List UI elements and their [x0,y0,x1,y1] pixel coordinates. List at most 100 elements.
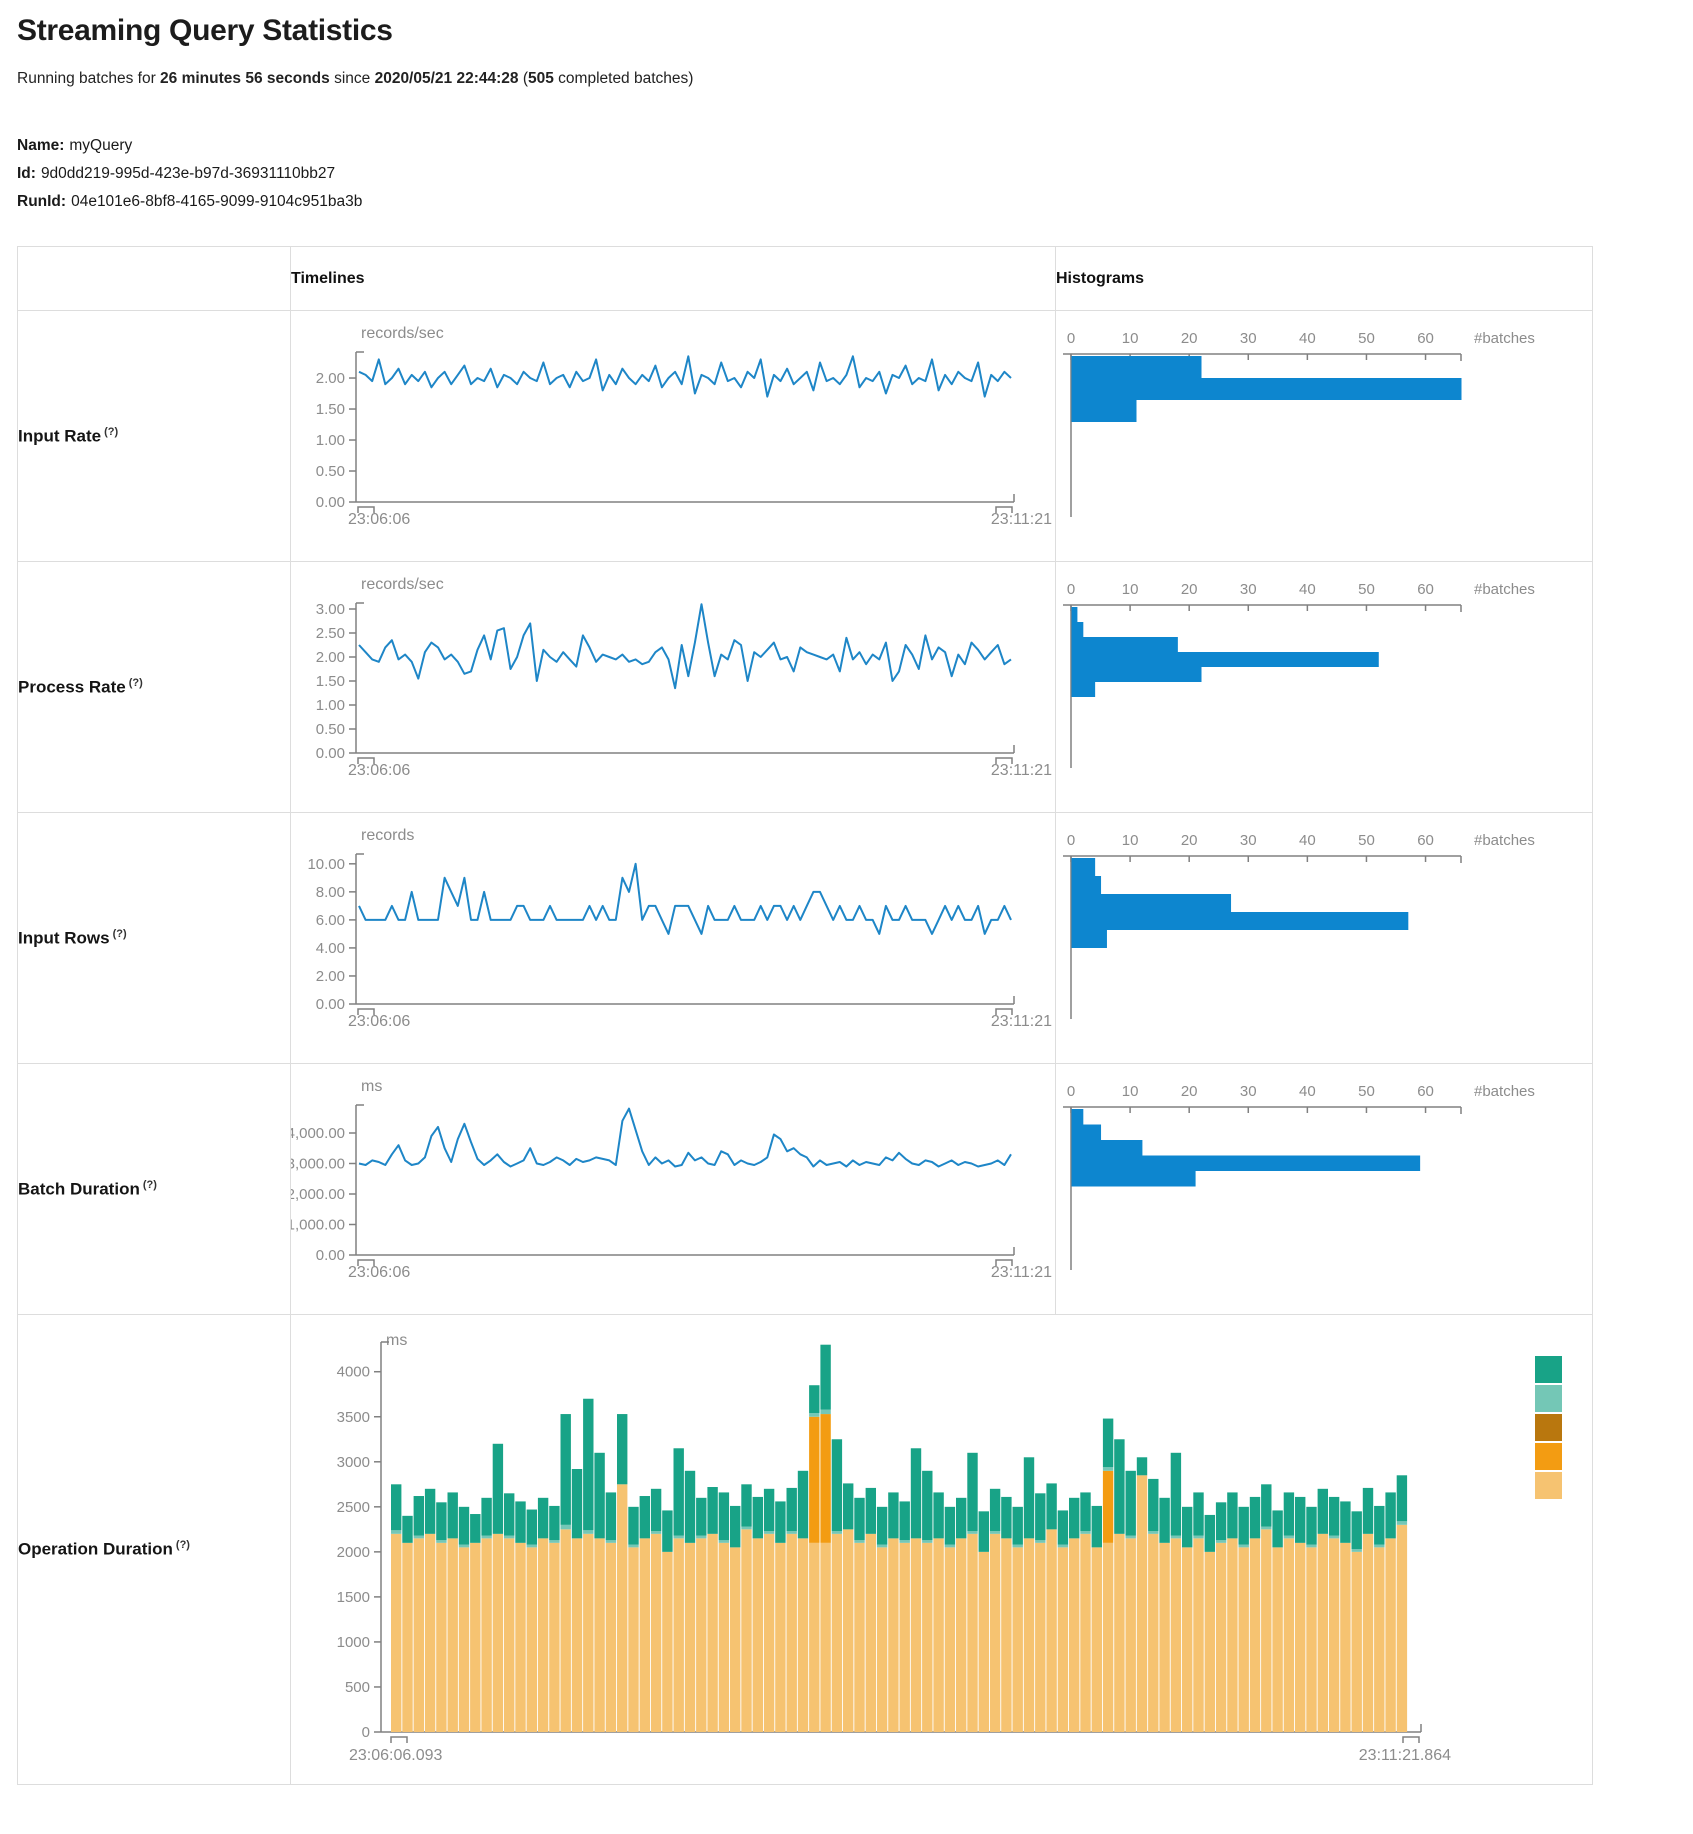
svg-text:30: 30 [1240,1083,1257,1100]
svg-text:40: 40 [1299,1083,1316,1100]
svg-text:40: 40 [1299,581,1316,598]
svg-text:23:11:21: 23:11:21 [991,511,1052,528]
running-duration: 26 minutes 56 seconds [160,70,330,87]
row-label: Operation Duration [18,1539,173,1559]
process-rate-row: Process Rate (?) records/sec 0.00 0.50 1.00 1… [17,561,1593,813]
timelines-header: Timelines [290,246,1056,311]
input-rate-histogram-chart: 0 10 20 30 40 50 60 #batches [1063,330,1535,517]
id-value: 9d0dd219-995d-423e-b97d-36931110bb27 [40,165,336,182]
batch-duration-histogram-cell: 0 10 20 30 40 50 60 #batches [1055,1063,1593,1315]
svg-text:23:06:06: 23:06:06 [348,1013,410,1030]
svg-text:0.50: 0.50 [316,463,345,480]
svg-text:50: 50 [1358,330,1375,347]
svg-text:20: 20 [1181,581,1198,598]
batch-duration-label-cell: Batch Duration (?) [17,1063,291,1315]
row-label: Input Rate [18,426,102,446]
svg-text:20: 20 [1181,832,1198,849]
svg-text:#batches: #batches [1474,832,1535,849]
empty-header-cell [17,246,291,311]
svg-text:30: 30 [1240,581,1257,598]
process-rate-timeline-chart: records/sec 0.00 0.50 1.00 1.50 2.00 2.50 3.00 2… [316,576,1052,779]
svg-text:2.00: 2.00 [316,649,345,666]
help-icon[interactable]: (?) [142,1178,157,1191]
runid-label: RunId: [17,193,67,210]
legend-swatch-orange [1535,1442,1562,1470]
operation-duration-chart-cell: ms 0 500 1000 1500 2000 2500 3000 3500 4000 23:06:… [290,1314,1593,1785]
input-rows-label-cell: Input Rows (?) [17,812,291,1064]
svg-text:30: 30 [1240,832,1257,849]
query-runid-line: RunId: 04e101e6-8bf8-4165-9099-9104c951ba… [17,188,1676,216]
legend-swatch-tan [1535,1471,1562,1499]
svg-text:3.00: 3.00 [316,601,345,618]
svg-text:#batches: #batches [1474,1083,1535,1100]
operation-duration-row: Operation Duration (?) ms 0 500 1000 1500 2000… [17,1314,1593,1785]
svg-text:10: 10 [1122,581,1139,598]
status-text: Running batches for [17,70,161,87]
legend-swatch-green [1535,1355,1562,1383]
svg-text:0.00: 0.00 [316,745,345,762]
svg-text:1.00: 1.00 [316,697,345,714]
help-icon[interactable]: (?) [112,927,127,940]
svg-text:0: 0 [1067,832,1075,849]
page-title: Streaming Query Statistics [17,14,393,47]
svg-text:records/sec: records/sec [361,325,444,342]
help-icon[interactable]: (?) [128,676,143,689]
input-rows-histogram-chart: 0 10 20 30 40 50 60 #batches [1063,832,1535,1019]
input-rows-row: Input Rows (?) records 0.00 2.00 4.00 6.00 8.0… [17,812,1593,1064]
svg-text:ms: ms [386,1332,407,1349]
svg-text:3500: 3500 [337,1408,370,1425]
svg-text:60: 60 [1417,832,1434,849]
start-timestamp: 2020/05/21 22:44:28 [374,70,519,87]
legend-swatch-dark-orange [1535,1413,1562,1441]
svg-text:0: 0 [1067,330,1075,347]
input-rate-timeline-cell: records/sec 0.00 0.50 1.00 1.50 2.00 23:06:06 2… [290,310,1056,562]
svg-text:3000: 3000 [337,1453,370,1470]
name-label: Name: [17,137,65,154]
svg-text:records/sec: records/sec [361,576,444,593]
row-label: Process Rate [18,677,126,697]
svg-text:ms: ms [361,1078,382,1095]
svg-text:20: 20 [1181,330,1198,347]
process-rate-histogram-chart: 0 10 20 30 40 50 60 #batches [1063,581,1535,768]
svg-text:23:11:21.864: 23:11:21.864 [1359,1747,1451,1764]
input-rate-timeline-chart: records/sec 0.00 0.50 1.00 1.50 2.00 23:06:06 2… [316,325,1052,528]
process-rate-timeline-cell: records/sec 0.00 0.50 1.00 1.50 2.00 2.50 3.00 2… [290,561,1056,813]
svg-text:1,000.00: 1,000.00 [291,1216,345,1233]
svg-text:50: 50 [1358,581,1375,598]
status-text: since [329,70,375,87]
input-rows-timeline-chart: records 0.00 2.00 4.00 6.00 8.00 10.00 23:06:06… [307,827,1052,1030]
svg-text:23:06:06: 23:06:06 [348,762,410,779]
svg-text:1500: 1500 [337,1588,370,1605]
svg-text:2.50: 2.50 [316,625,345,642]
svg-text:10: 10 [1122,832,1139,849]
query-metadata: Name: myQuery Id: 9d0dd219-995d-423e-b97d-… [17,132,1676,216]
svg-text:1.50: 1.50 [316,673,345,690]
help-icon[interactable]: (?) [104,425,119,438]
id-label: Id: [17,165,36,182]
row-label: Input Rows [18,928,110,948]
operation-duration-label-cell: Operation Duration (?) [17,1314,291,1785]
legend-swatch-light-teal [1535,1384,1562,1412]
svg-text:6.00: 6.00 [316,911,345,928]
svg-text:8.00: 8.00 [316,883,345,900]
runid-value: 04e101e6-8bf8-4165-9099-9104c951ba3b [71,193,363,210]
input-rate-histogram-cell: 0 10 20 30 40 50 60 #batches [1055,310,1593,562]
svg-text:10.00: 10.00 [307,855,345,872]
svg-text:30: 30 [1240,330,1257,347]
svg-text:0.00: 0.00 [316,996,345,1013]
status-text: ( [518,70,528,87]
svg-text:#batches: #batches [1474,581,1535,598]
statistics-table: Timelines Histograms Input Rate (?) recor… [17,246,1593,1785]
table-header-row: Timelines Histograms [17,246,1593,311]
batch-duration-histogram-chart: 0 10 20 30 40 50 60 #batches [1063,1083,1535,1270]
svg-text:3,000.00: 3,000.00 [291,1155,345,1172]
input-rate-label-cell: Input Rate (?) [17,310,291,562]
svg-text:2500: 2500 [337,1498,370,1515]
svg-text:500: 500 [345,1678,370,1695]
help-icon[interactable]: (?) [175,1539,190,1552]
process-rate-label-cell: Process Rate (?) [17,561,291,813]
svg-text:1.00: 1.00 [316,432,345,449]
input-rate-row: Input Rate (?) records/sec 0.00 0.50 1.00 1.5… [17,310,1593,562]
batch-duration-timeline-chart: ms 0.00 1,000.00 2,000.00 3,000.00 4,000.00 23… [291,1078,1052,1281]
svg-text:40: 40 [1299,330,1316,347]
